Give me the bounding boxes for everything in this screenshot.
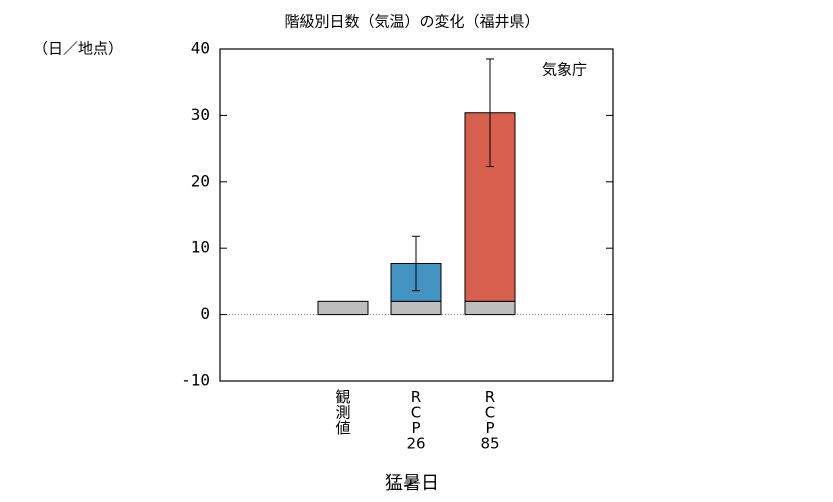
plot-frame [219, 48, 614, 382]
y-tick-label: -10 [181, 371, 210, 390]
bar [390, 300, 442, 316]
chart-title: 階級別日数（気温）の変化（福井県） [284, 13, 539, 31]
bar [317, 300, 369, 316]
y-unit: （日／地点） [33, 40, 123, 58]
y-tick-label: 20 [191, 171, 210, 190]
y-tick-label: 0 [200, 304, 210, 323]
x-tick-label: 観測値 [335, 388, 350, 437]
y-tick-label: 40 [191, 39, 210, 58]
error-bar [412, 235, 420, 292]
x-axis-label: 猛暑日 [385, 473, 439, 494]
x-tick-label: R C P 85 [480, 388, 499, 453]
x-tick-label: R C P 26 [406, 388, 425, 453]
error-bar [486, 58, 494, 168]
bar [464, 300, 516, 316]
y-tick-label: 30 [191, 105, 210, 124]
y-tick-label: 10 [191, 238, 210, 257]
annotation: 気象庁 [542, 61, 587, 79]
